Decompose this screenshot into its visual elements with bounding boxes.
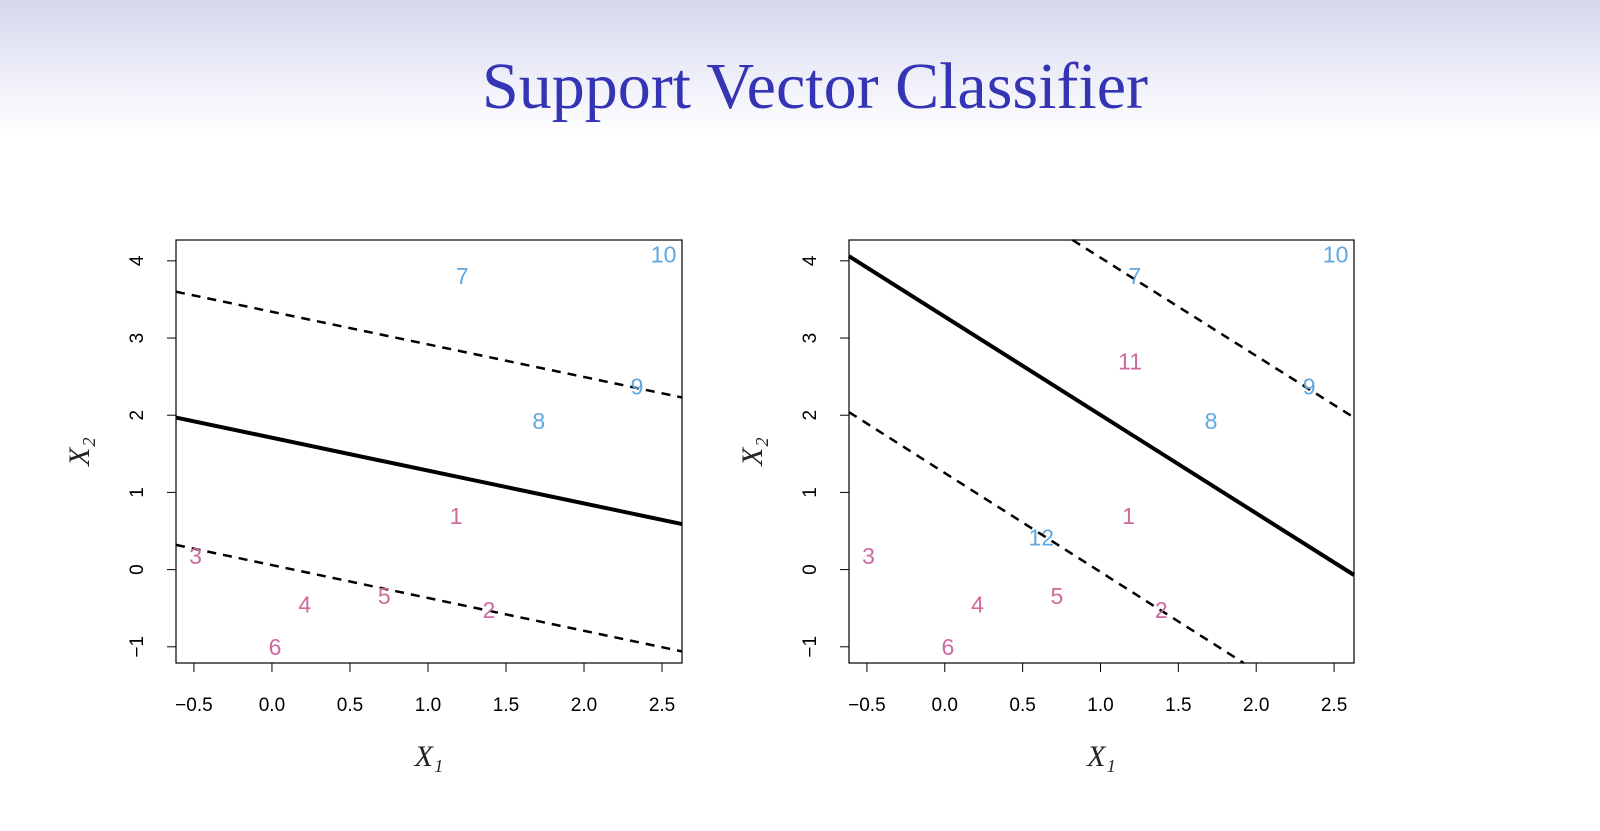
point-label: 10 [1323,241,1349,267]
x-tick-label: 1.0 [415,695,441,716]
point-label: 3 [189,543,202,569]
point-label: 1 [1122,503,1135,529]
y-tick-label: 1 [800,487,821,498]
x-tick-label: 2.0 [571,695,597,716]
x-tick-label: 0.0 [932,695,958,716]
y-tick-label: 3 [800,333,821,344]
x-tick-label: 2.5 [1321,695,1347,716]
point-label: 6 [941,634,954,660]
x-axis-label: X₁ [1086,740,1116,773]
point-label: 11 [1118,349,1142,375]
point-label: 7 [1128,263,1141,289]
point-label: 9 [631,373,644,399]
plot-frame [848,239,1355,664]
header-band [0,0,1600,135]
y-tick-label: 1 [127,487,148,498]
point-label: 6 [269,634,282,660]
x-tick-label: −0.5 [848,695,886,716]
point-label: 8 [1205,408,1218,434]
point-label: 5 [378,583,391,609]
y-axis-label: X₂ [63,437,96,467]
margin-line [175,290,683,399]
point-label: 5 [1050,583,1063,609]
y-tick-label: 4 [800,255,821,266]
hyperplane [175,415,683,527]
margin-line [848,411,1245,665]
margin-line [175,543,683,653]
point-label: 10 [651,241,677,267]
point-label: 8 [532,408,545,434]
plot-frame [175,239,683,664]
x-tick-label: 2.5 [649,695,675,716]
x-tick-label: 0.0 [259,695,285,716]
y-tick-label: 2 [127,410,148,421]
point-label: 7 [456,263,469,289]
point-label: 4 [971,592,984,618]
margin-line [1071,238,1355,419]
y-tick-label: 4 [127,255,148,266]
point-label: 9 [1303,373,1316,399]
point-label: 12 [1029,525,1055,551]
y-axis-label: X₂ [736,437,769,467]
x-tick-label: 0.5 [337,695,363,716]
x-tick-label: 2.0 [1243,695,1269,716]
point-label: 3 [862,543,875,569]
y-tick-label: 3 [127,333,148,344]
x-tick-label: −0.5 [175,695,213,716]
x-tick-label: 1.5 [493,695,519,716]
y-tick-label: −1 [800,636,821,658]
hyperplane [847,254,1356,577]
y-tick-label: −1 [127,636,148,658]
x-tick-label: 1.5 [1165,695,1191,716]
x-axis-label: X₁ [414,740,444,773]
x-tick-label: 0.5 [1009,695,1035,716]
point-label: 2 [1155,597,1168,623]
x-tick-label: 1.0 [1087,695,1113,716]
y-tick-label: 2 [800,410,821,421]
slide-title: Support Vector Classifier [482,50,1148,123]
y-tick-label: 0 [127,564,148,575]
point-label: 4 [298,592,311,618]
point-label: 2 [482,597,495,623]
point-label: 1 [450,503,463,529]
y-tick-label: 0 [800,564,821,575]
